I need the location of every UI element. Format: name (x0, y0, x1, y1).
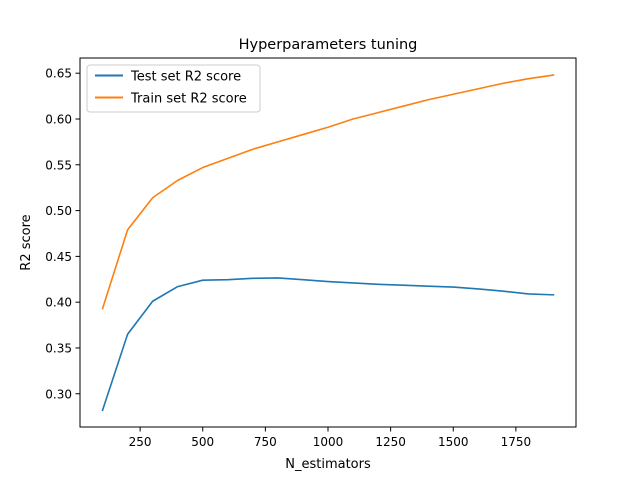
y-tick-label: 0.60 (45, 112, 72, 126)
x-tick-label: 1750 (501, 435, 532, 449)
y-tick-label: 0.65 (45, 67, 72, 81)
x-axis-ticks: 250 500 750 1000 1250 1500 1750 (129, 427, 531, 449)
x-axis-label: N_estimators (285, 457, 371, 472)
y-tick-label: 0.35 (45, 341, 72, 355)
x-tick-label: 500 (191, 435, 214, 449)
x-tick-label: 1500 (438, 435, 469, 449)
series-lines (101, 74, 555, 412)
legend-label-test-set: Test set R2 score (130, 70, 241, 85)
series-line-test-set (101, 277, 555, 412)
chart-title: Hyperparameters tuning (239, 37, 418, 53)
x-tick-label: 750 (254, 435, 277, 449)
x-tick-label: 1000 (313, 435, 344, 449)
y-tick-label: 0.30 (45, 387, 72, 401)
plot-area-frame (79, 57, 577, 428)
x-tick-label: 1250 (375, 435, 406, 449)
y-axis-label: R2 score (19, 214, 34, 270)
y-tick-label: 0.45 (45, 250, 72, 264)
x-tick-label: 250 (129, 435, 152, 449)
y-tick-label: 0.40 (45, 296, 72, 310)
legend: Test set R2 score Train set R2 score (86, 64, 261, 113)
series-line-train-set (101, 74, 555, 310)
y-tick-label: 0.55 (45, 158, 72, 172)
y-tick-label: 0.50 (45, 204, 72, 218)
legend-box (86, 64, 261, 113)
legend-label-train-set: Train set R2 score (130, 92, 247, 107)
y-axis-ticks: 0.30 0.35 0.40 0.45 0.50 0.55 0.60 0.65 (45, 67, 80, 401)
